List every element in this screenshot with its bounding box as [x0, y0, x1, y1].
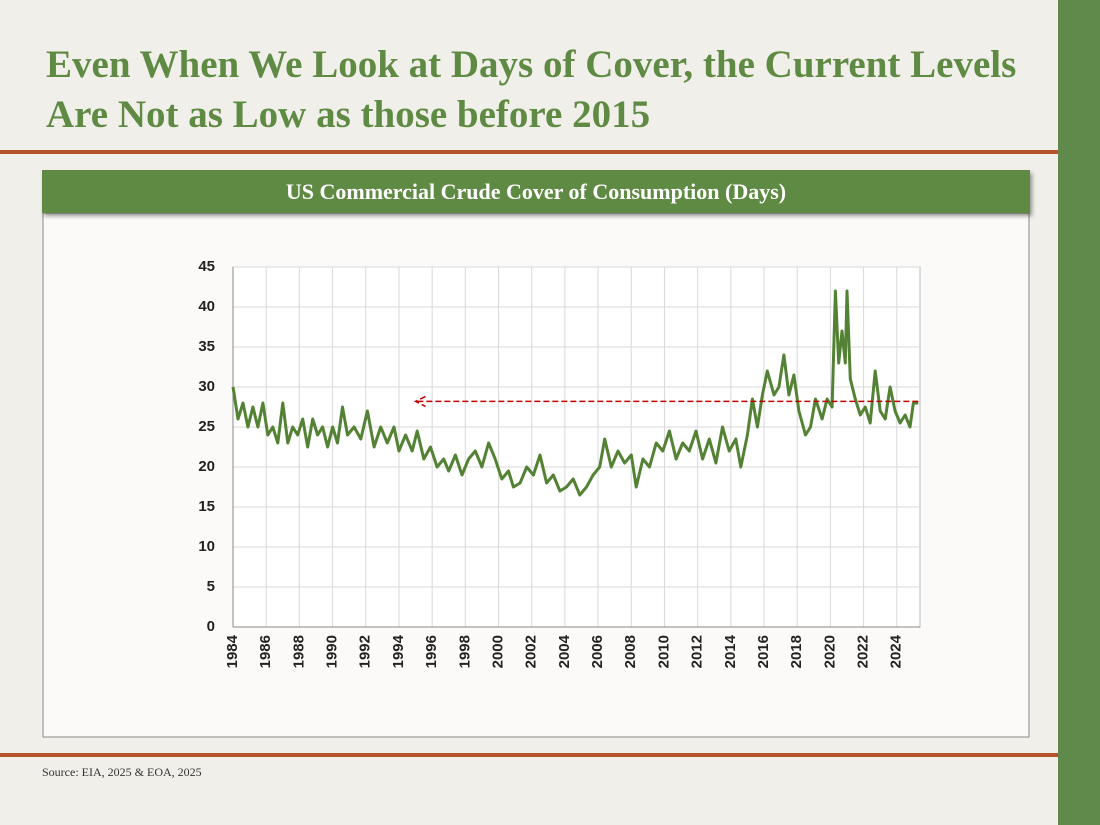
x-tick-label: 2010: [655, 635, 672, 668]
y-tick-label: 40: [198, 298, 215, 315]
x-tick-label: 1988: [290, 635, 307, 668]
x-tick-label: 1994: [390, 634, 407, 668]
rule: [0, 150, 1058, 154]
y-tick-label: 0: [207, 618, 215, 635]
source: Source: EIA, 2025 & EOA, 2025: [42, 765, 202, 779]
x-tick-label: 1996: [423, 635, 440, 668]
y-tick-label: 25: [198, 418, 215, 435]
reference-arrow: [413, 395, 919, 408]
side-bar: [1058, 0, 1100, 825]
chart: 0 5 10 15 20 25 30 35 40 45 1984 1986 1988 1990 1992 19…: [42, 212, 1030, 738]
x-tick-label: 1984: [224, 634, 241, 668]
plot-area: [232, 266, 921, 628]
x-tick-label: 2012: [689, 635, 706, 668]
y-tick-label: 15: [198, 498, 215, 515]
x-tick-label: 2024: [888, 634, 905, 668]
x-tick-label: 2016: [755, 635, 772, 668]
x-tick-label: 2002: [523, 635, 540, 668]
x-tick-label: 2004: [556, 634, 573, 668]
y-tick-label: 35: [198, 338, 215, 355]
rule: [0, 753, 1058, 757]
data-line: [231, 289, 919, 497]
slide-title: Even When We Look at Days of Cover, the …: [46, 43, 1017, 136]
x-tick-label: 2018: [788, 635, 805, 668]
x-tick-label: 1992: [357, 635, 374, 668]
x-tick-label: 2020: [821, 635, 838, 668]
x-tick-label: 2008: [622, 635, 639, 668]
chart-title: US Commercial Crude Cover of Consumption…: [42, 170, 1030, 213]
x-tick-label: 1986: [257, 635, 274, 668]
arrow-line: [413, 395, 919, 408]
x-tick-label: 2006: [589, 635, 606, 668]
x-tick-label: 2000: [489, 635, 506, 668]
x-tick-label: 1998: [456, 635, 473, 668]
y-tick-label: 45: [198, 258, 215, 275]
y-tick-label: 10: [198, 538, 215, 555]
x-tick-label: 1990: [324, 635, 341, 668]
y-tick-label: 20: [198, 458, 215, 475]
x-tick-label: 2022: [855, 635, 872, 668]
y-tick-label: 30: [198, 378, 215, 395]
y-tick-label: 5: [207, 578, 215, 595]
x-tick-label: 2014: [722, 634, 739, 668]
